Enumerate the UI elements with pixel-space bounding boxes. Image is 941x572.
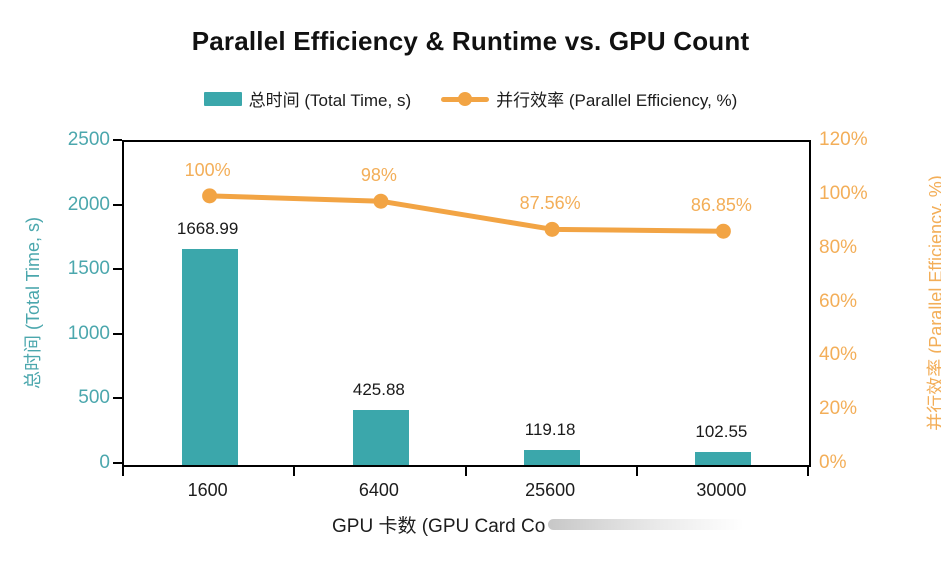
y-tick-label-left: 2500 <box>67 129 110 150</box>
y-tick-label-right: 60% <box>819 290 858 312</box>
bar-value-label: 102.55 <box>695 421 748 441</box>
total-time-bar <box>181 249 238 465</box>
y-tick-label-left: 1500 <box>67 258 110 280</box>
point-value-label: 86.85% <box>690 195 752 216</box>
x-tick-mark <box>635 465 638 476</box>
chart-title: Parallel Efficiency & Runtime vs. GPU Co… <box>191 26 750 56</box>
point-value-label: 98% <box>360 165 397 186</box>
y-tick-label-left: 0 <box>99 452 110 473</box>
y-tick-mark <box>113 203 122 206</box>
right-axis-title: 并行效率 (Parallel Efficiency, %) <box>926 175 941 431</box>
x-tick-label: 25600 <box>525 480 576 500</box>
legend-label-efficiency: 并行效率 (Parallel Efficiency, %) <box>496 91 738 110</box>
x-tick-label: 30000 <box>696 480 747 500</box>
bar-value-label: 425.88 <box>352 379 405 399</box>
x-tick-label: 6400 <box>358 480 399 500</box>
x-tick-mark <box>807 465 809 476</box>
line-swatch-dot-icon <box>458 91 473 106</box>
line-swatch-icon <box>441 91 490 106</box>
x-tick-mark <box>464 465 467 476</box>
total-time-bar <box>524 449 581 465</box>
total-time-bar <box>695 451 752 465</box>
total-time-bar <box>352 409 409 465</box>
x-tick-label: 1600 <box>187 480 228 500</box>
y-tick-label-right: 100% <box>819 182 868 204</box>
point-value-label: 87.56% <box>519 193 581 214</box>
x-axis-title: GPU 卡数 (GPU Card Co <box>332 511 745 538</box>
y-tick-label-right: 0% <box>819 452 847 473</box>
y-tick-label-right: 40% <box>819 344 858 366</box>
x-axis-title-text: GPU 卡数 (GPU Card Co <box>332 516 546 537</box>
bar-swatch-icon <box>203 91 242 106</box>
legend-item-efficiency: 并行效率 (Parallel Efficiency, %) <box>441 86 737 111</box>
y-tick-label-right: 120% <box>819 129 868 150</box>
x-tick-mark <box>293 465 296 476</box>
smudge-overlay <box>548 519 745 530</box>
line-point <box>715 223 731 239</box>
y-tick-label-left: 1000 <box>67 322 110 344</box>
efficiency-line <box>207 193 726 234</box>
y-tick-mark <box>113 139 122 141</box>
efficiency-line-layer <box>202 188 731 239</box>
y-tick-mark <box>113 462 122 464</box>
line-point <box>202 188 218 204</box>
y-tick-mark <box>113 332 122 335</box>
line-point <box>544 221 560 237</box>
y-tick-label-left: 500 <box>78 387 110 409</box>
legend: 总时间 (Total Time, s) 并行效率 (Parallel Effic… <box>0 86 941 111</box>
bar-value-label: 1668.99 <box>176 219 239 239</box>
y-tick-label-right: 80% <box>819 236 858 258</box>
y-tick-label-right: 20% <box>819 398 858 420</box>
point-value-label: 100% <box>184 159 231 180</box>
left-axis-title: 总时间 (Total Time, s) <box>23 216 43 390</box>
y-tick-mark <box>113 397 122 400</box>
y-tick-label-left: 2000 <box>67 193 110 215</box>
legend-label-total-time: 总时间 (Total Time, s) <box>248 91 412 110</box>
y-tick-mark <box>113 268 122 271</box>
plot-area <box>122 140 811 467</box>
x-tick-mark <box>122 465 124 476</box>
line-point <box>373 193 389 209</box>
legend-item-total-time: 总时间 (Total Time, s) <box>203 86 412 111</box>
bar-value-label: 119.18 <box>524 419 576 439</box>
